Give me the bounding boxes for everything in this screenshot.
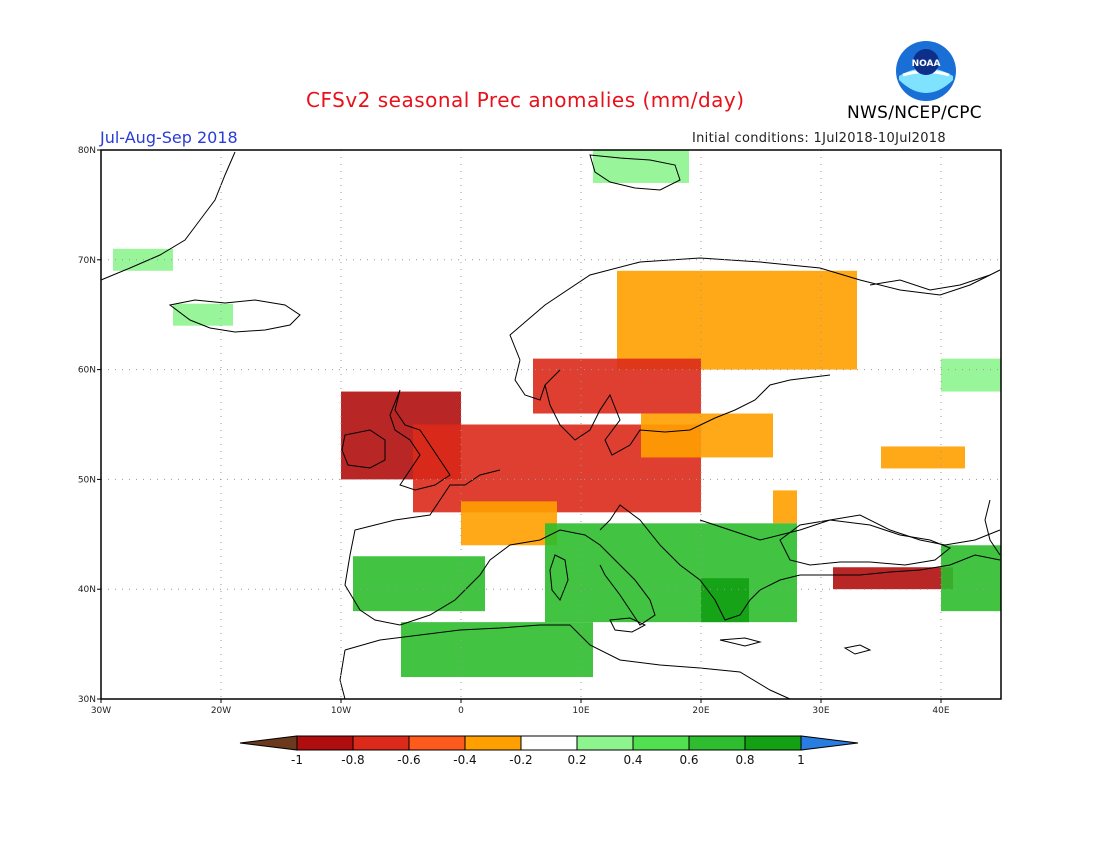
axis-ticks: 30W 20W 10W 0 10E 20E 30E 40E 30N 40N 50N 60N 70N 80N — [78, 146, 950, 716]
coastline-iceland — [168, 299, 301, 333]
anomaly-region — [617, 270, 857, 370]
forecast-period: Jul-Aug-Sep 2018 — [100, 128, 238, 147]
graticule — [101, 150, 1001, 699]
initial-conditions: Initial conditions: 1Jul2018-10Jul2018 — [692, 131, 946, 146]
chart-title: CFSv2 seasonal Prec anomalies (mm/day) — [306, 88, 745, 112]
lat-tick-label: 50N — [78, 475, 96, 485]
anomaly-region — [773, 490, 797, 524]
lat-tick-label: 70N — [78, 256, 96, 266]
coastline-novaya-zemlya — [869, 274, 991, 291]
coastline-black-sea — [779, 519, 951, 566]
colorbar-label: 0.2 — [567, 753, 586, 767]
anomaly-region — [593, 150, 689, 183]
lat-tick-label: 80N — [78, 146, 96, 156]
lon-tick-label: 10E — [572, 706, 589, 716]
map-frame — [100, 149, 1002, 700]
anomaly-region — [881, 446, 965, 469]
lon-tick-label: 40E — [932, 706, 949, 716]
lon-tick-label: 0 — [458, 706, 464, 716]
coastlines — [100, 151, 1001, 700]
lat-tick-label: 30N — [78, 695, 96, 705]
colorbar-label: 0.8 — [735, 753, 754, 767]
colorbar-label: -0.4 — [453, 753, 476, 767]
colorbar-label: 0.6 — [679, 753, 698, 767]
colorbar-segment — [744, 735, 802, 751]
colorbar-segment — [464, 735, 522, 751]
colorbar-segment — [688, 735, 746, 751]
colorbar-segment — [408, 735, 466, 751]
lon-tick-label: 20E — [692, 706, 709, 716]
anomaly-region — [833, 567, 953, 590]
anomaly-region — [545, 523, 797, 623]
coastline-corsica-sardinia — [549, 554, 569, 601]
anomaly-region — [941, 358, 1001, 392]
coastline-greenland — [100, 151, 236, 281]
coastline-svalbard — [589, 154, 681, 191]
colorbar-segment — [576, 735, 634, 751]
coastline-caspian — [984, 499, 1001, 556]
anomaly-region — [173, 303, 233, 326]
anomaly-region — [461, 501, 557, 546]
colorbar-label: -0.2 — [509, 753, 532, 767]
colorbar-label: -0.8 — [341, 753, 364, 767]
anomaly-region — [701, 578, 749, 623]
colorbar-label: 1 — [797, 753, 805, 767]
anomaly-region — [641, 413, 773, 458]
noaa-logo-icon: NOAA — [896, 41, 956, 101]
anomaly-region — [533, 358, 701, 414]
lon-tick-label: 20W — [211, 706, 231, 716]
agency-label: NWS/NCEP/CPC — [847, 103, 982, 123]
coastline-mainland — [339, 257, 1001, 700]
coastline-sicily — [609, 617, 647, 633]
colorbar-segment — [352, 735, 410, 751]
anomaly-cells — [113, 150, 1001, 678]
colorbar-segment — [296, 735, 354, 751]
lon-tick-label: 10W — [331, 706, 351, 716]
noaa-logo-text: NOAA — [912, 59, 941, 69]
anomaly-region — [353, 556, 485, 612]
lat-tick-label: 40N — [78, 585, 96, 595]
lat-tick-label: 60N — [78, 366, 96, 376]
coastline-great-britain — [389, 389, 451, 491]
coastline-cyprus — [843, 644, 872, 655]
colorbar-left-arrow — [239, 735, 298, 751]
coastline-ireland — [341, 429, 386, 469]
colorbar-label: 0.4 — [623, 753, 642, 767]
coastline-crete — [719, 637, 762, 647]
colorbar-label: -0.6 — [397, 753, 420, 767]
colorbar-right-arrow — [800, 735, 859, 751]
colorbar-label: -1 — [291, 753, 303, 767]
lon-tick-label: 30E — [812, 706, 829, 716]
lon-tick-label: 30W — [91, 706, 111, 716]
colorbar-segment — [632, 735, 690, 751]
colorbar-segment — [520, 735, 578, 751]
anomaly-region — [401, 622, 593, 678]
